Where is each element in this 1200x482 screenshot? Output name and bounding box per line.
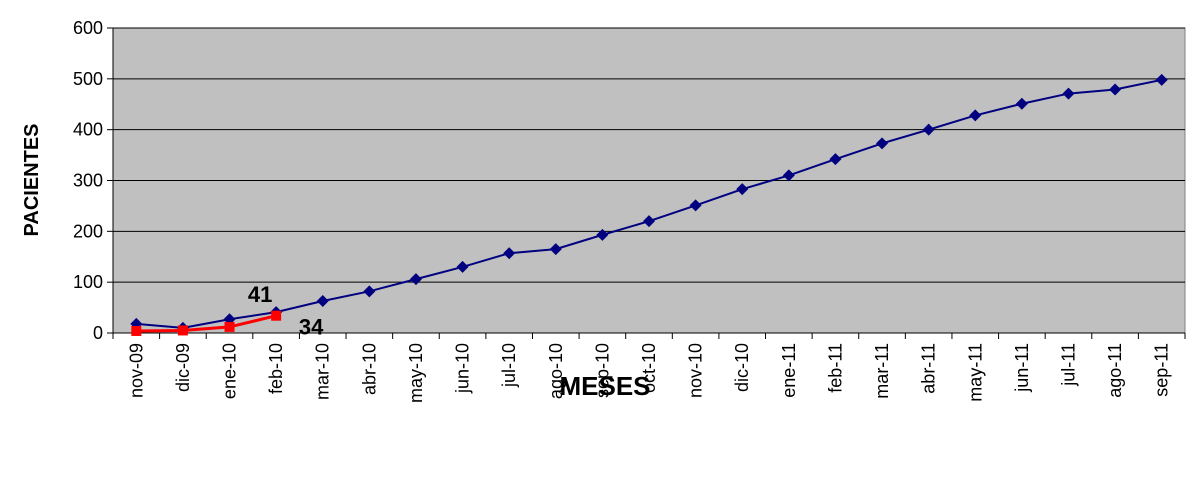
x-tick-label: feb-11 [825, 343, 845, 393]
marker [736, 183, 749, 196]
data-label: 41 [248, 282, 272, 307]
x-tick-label: nov-10 [686, 343, 706, 398]
x-tick-label: ene-10 [220, 343, 240, 399]
x-tick-label: jul-11 [1058, 343, 1078, 387]
marker [131, 325, 142, 336]
marker [363, 285, 376, 298]
x-tick-label: abr-11 [919, 343, 939, 394]
marker [224, 321, 235, 332]
x-tick-label: may-10 [406, 343, 426, 403]
marker [782, 169, 795, 182]
marker [503, 247, 516, 260]
marker [969, 109, 982, 122]
x-tick-label: mar-10 [313, 343, 333, 400]
y-tick-label: 600 [73, 18, 103, 38]
marker [271, 310, 282, 321]
x-tick-label: oct-10 [639, 343, 659, 393]
marker [409, 273, 422, 286]
marker [1155, 73, 1168, 86]
marker [1109, 83, 1122, 96]
marker [549, 243, 562, 256]
x-tick-label: ago-11 [1105, 343, 1125, 398]
y-tick-label: 400 [73, 120, 103, 140]
x-tick-label: dic-10 [732, 343, 752, 392]
marker [316, 294, 329, 307]
x-tick-label: sep-10 [592, 343, 612, 398]
marker [177, 325, 188, 336]
marker [1062, 87, 1075, 100]
y-tick-label: 100 [73, 272, 103, 292]
x-tick-label: dic-09 [173, 343, 193, 392]
marker [1015, 97, 1028, 110]
y-tick-label: 500 [73, 69, 103, 89]
marker [829, 153, 842, 166]
y-tick-label: 200 [73, 221, 103, 241]
marker [689, 199, 702, 212]
marker [876, 137, 889, 150]
x-tick-label: jul-10 [499, 343, 519, 388]
x-tick-label: mar-11 [872, 343, 892, 399]
x-axis-label: MESES [559, 371, 650, 401]
y-tick-label: 0 [93, 323, 103, 343]
data-label: 34 [299, 315, 324, 340]
x-tick-label: ene-11 [779, 343, 799, 398]
y-axis-label: PACIENTES [21, 124, 43, 237]
x-tick-label: jun-11 [1012, 343, 1032, 393]
x-tick-label: may-11 [965, 343, 985, 402]
x-tick-label: sep-11 [1152, 343, 1172, 397]
marker [456, 260, 469, 273]
y-tick-label: 300 [73, 171, 103, 191]
x-tick-label: abr-10 [359, 343, 379, 395]
x-tick-label: ago-10 [546, 343, 566, 399]
series-line [136, 314, 277, 333]
marker [596, 228, 609, 241]
marker [922, 123, 935, 136]
x-tick-label: nov-09 [126, 343, 146, 398]
x-tick-label: jun-10 [453, 343, 473, 394]
marker [643, 215, 655, 228]
x-tick-label: feb-10 [266, 343, 286, 394]
